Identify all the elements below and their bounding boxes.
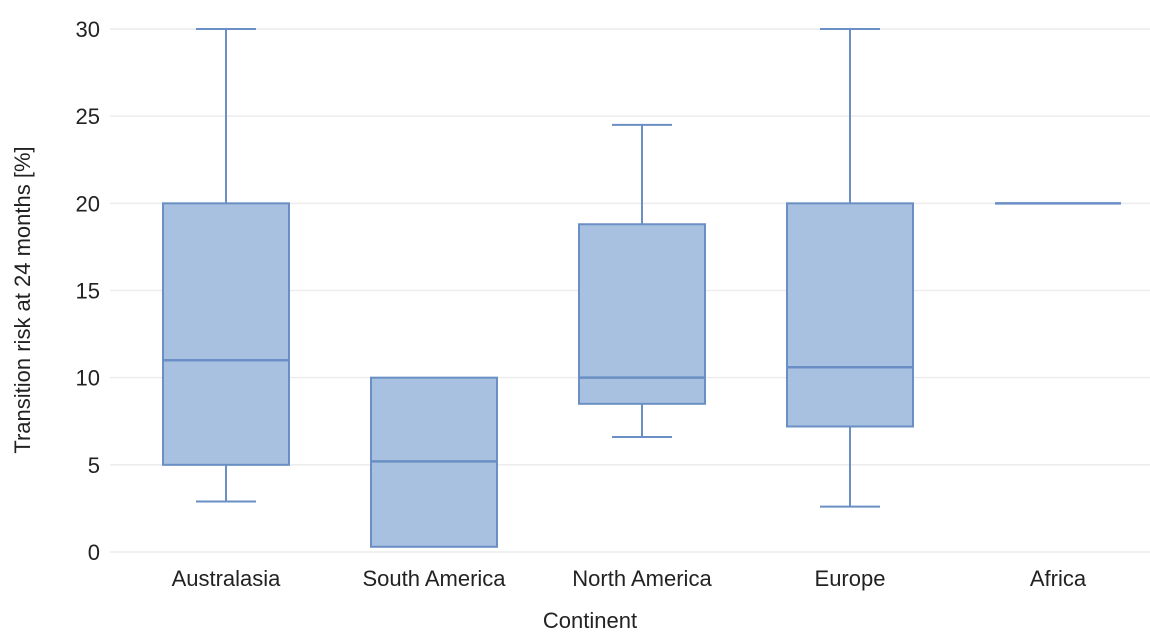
y-tick-label: 0 bbox=[88, 540, 100, 565]
x-tick-label: North America bbox=[572, 566, 712, 591]
y-tick-label: 10 bbox=[76, 366, 100, 391]
x-tick-label: South America bbox=[362, 566, 506, 591]
x-axis-title: Continent bbox=[543, 608, 637, 632]
x-tick-label: Australasia bbox=[172, 566, 282, 591]
box-iqr bbox=[786, 202, 914, 428]
x-axis-ticks: Australasia South America North America Eur… bbox=[172, 566, 1087, 591]
y-tick-label: 20 bbox=[76, 191, 100, 216]
box-series bbox=[162, 28, 1121, 548]
box-south-america bbox=[370, 376, 498, 548]
box-iqr bbox=[162, 202, 290, 466]
box-iqr bbox=[578, 223, 706, 405]
y-tick-label: 15 bbox=[76, 279, 100, 304]
y-tick-label: 25 bbox=[76, 104, 100, 129]
box-north-america bbox=[578, 123, 706, 438]
y-axis-ticks: 0 5 10 15 20 25 30 bbox=[76, 17, 100, 565]
y-tick-label: 5 bbox=[88, 453, 100, 478]
box-europe bbox=[786, 28, 914, 508]
y-tick-label: 30 bbox=[76, 17, 100, 42]
box-australasia bbox=[162, 28, 290, 503]
x-tick-label: Europe bbox=[815, 566, 886, 591]
x-tick-label: Africa bbox=[1030, 566, 1087, 591]
y-axis-title: Transition risk at 24 months [%] bbox=[10, 146, 35, 453]
